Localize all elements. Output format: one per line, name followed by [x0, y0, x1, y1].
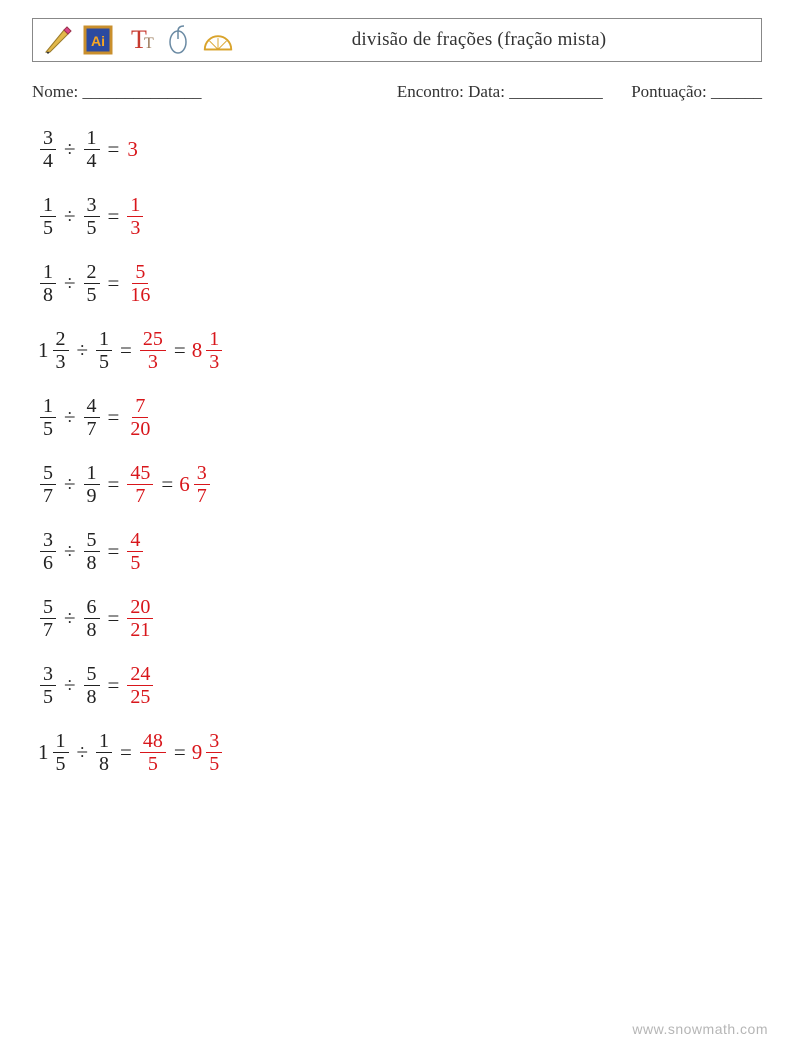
fraction: 57: [40, 597, 56, 640]
answer-fraction: 45: [127, 530, 143, 573]
equals-sign: =: [102, 407, 126, 428]
svg-text:T: T: [144, 35, 154, 52]
problem-row: 36÷58=45: [38, 530, 762, 573]
answer-fraction: 253: [140, 329, 166, 372]
fraction: 23: [53, 329, 69, 372]
fraction: 47: [84, 396, 100, 439]
fraction: 58: [84, 664, 100, 707]
divide-sign: ÷: [71, 340, 95, 361]
equals-sign: =: [168, 340, 192, 361]
problems-list: 34÷14=315÷35=1318÷25=516123÷15=253=81315…: [38, 128, 762, 774]
divide-sign: ÷: [58, 273, 82, 294]
equals-sign: =: [102, 273, 126, 294]
fraction: 36: [40, 530, 56, 573]
divide-sign: ÷: [58, 541, 82, 562]
divide-sign: ÷: [58, 608, 82, 629]
fraction: 35: [40, 664, 56, 707]
fraction: 18: [96, 731, 112, 774]
date-field: Encontro: Data: ___________: [397, 82, 603, 102]
equals-sign: =: [102, 608, 126, 629]
whole-part: 6: [179, 474, 192, 495]
fraction: 37: [194, 463, 210, 506]
whole-part: 9: [192, 742, 205, 763]
answer-fraction: 516: [127, 262, 153, 305]
fraction: 13: [206, 329, 222, 372]
fraction: 15: [40, 396, 56, 439]
fraction: 15: [40, 195, 56, 238]
mouse-icon: [161, 23, 195, 57]
fraction: 34: [40, 128, 56, 171]
pencil-icon: [41, 23, 75, 57]
equals-sign: =: [102, 139, 126, 160]
fraction: 25: [84, 262, 100, 305]
problem-row: 57÷68=2021: [38, 597, 762, 640]
divide-sign: ÷: [58, 474, 82, 495]
whole-part: 1: [38, 742, 51, 763]
worksheet-title: divisão de frações (fração mista): [235, 29, 753, 51]
fraction: 18: [40, 262, 56, 305]
answer-fraction: 13: [127, 195, 143, 238]
name-field: Nome: ______________: [32, 82, 397, 102]
fraction: 15: [96, 329, 112, 372]
header-box: Ai T T: [32, 18, 762, 62]
fraction: 35: [84, 195, 100, 238]
watermark: www.snowmath.com: [632, 1021, 768, 1037]
divide-sign: ÷: [58, 206, 82, 227]
answer-fraction: 720: [127, 396, 153, 439]
fraction: 68: [84, 597, 100, 640]
info-row: Nome: ______________ Encontro: Data: ___…: [32, 82, 762, 102]
answer-int: 3: [125, 139, 138, 160]
fraction: 35: [206, 731, 222, 774]
problem-row: 18÷25=516: [38, 262, 762, 305]
problem-row: 123÷15=253=813: [38, 329, 762, 372]
text-tool-icon: T T: [121, 23, 155, 57]
equals-sign: =: [168, 742, 192, 763]
answer-fraction: 485: [140, 731, 166, 774]
score-field: Pontuação: ______: [631, 82, 762, 102]
equals-sign: =: [102, 206, 126, 227]
equals-sign: =: [102, 474, 126, 495]
svg-text:Ai: Ai: [91, 33, 105, 49]
problem-row: 57÷19=457=637: [38, 463, 762, 506]
answer-mixed: 813: [192, 329, 225, 372]
equals-sign: =: [114, 340, 138, 361]
problem-row: 115÷18=485=935: [38, 731, 762, 774]
fraction: 14: [84, 128, 100, 171]
divide-sign: ÷: [58, 139, 82, 160]
equals-sign: =: [102, 541, 126, 562]
divide-sign: ÷: [71, 742, 95, 763]
equals-sign: =: [155, 474, 179, 495]
fraction: 19: [84, 463, 100, 506]
divide-sign: ÷: [58, 675, 82, 696]
fraction: 58: [84, 530, 100, 573]
answer-fraction: 457: [127, 463, 153, 506]
protractor-icon: [201, 23, 235, 57]
header-icons: Ai T T: [41, 23, 235, 57]
equals-sign: =: [114, 742, 138, 763]
whole-part: 1: [38, 340, 51, 361]
fraction: 57: [40, 463, 56, 506]
answer-fraction: 2425: [127, 664, 153, 707]
problem-row: 15÷35=13: [38, 195, 762, 238]
problem-row: 35÷58=2425: [38, 664, 762, 707]
problem-row: 15÷47=720: [38, 396, 762, 439]
answer-fraction: 2021: [127, 597, 153, 640]
divide-sign: ÷: [58, 407, 82, 428]
answer-mixed: 637: [179, 463, 212, 506]
whole-part: 8: [192, 340, 205, 361]
equals-sign: =: [102, 675, 126, 696]
ai-box-icon: Ai: [81, 23, 115, 57]
worksheet-page: Ai T T: [0, 0, 794, 1053]
problem-row: 34÷14=3: [38, 128, 762, 171]
fraction: 15: [53, 731, 69, 774]
answer-mixed: 935: [192, 731, 225, 774]
